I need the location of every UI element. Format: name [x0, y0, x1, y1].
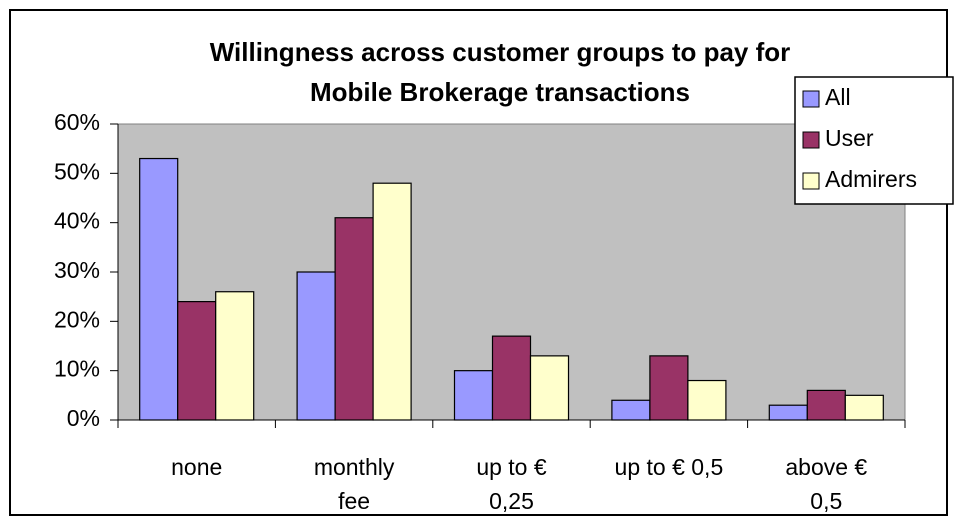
y-tick-label: 0% — [67, 405, 100, 431]
bar — [529, 355, 570, 421]
x-tick-label: above € 0,5 — [785, 454, 868, 514]
bar — [296, 271, 336, 421]
bar — [215, 291, 255, 421]
bar — [611, 399, 651, 421]
chart-title: Willingness across customer groups to pa… — [209, 37, 791, 107]
legend-label: All — [825, 84, 851, 110]
x-tick-label: up to € 0,25 — [476, 454, 547, 514]
bar — [806, 389, 846, 421]
bar — [139, 157, 179, 421]
bar — [177, 301, 217, 421]
x-tick-label: monthly fee — [313, 454, 395, 514]
legend-swatch — [802, 172, 820, 190]
bar — [334, 217, 374, 421]
y-tick-label: 50% — [54, 158, 100, 184]
y-tick-label: 60% — [54, 109, 100, 135]
y-tick-label: 40% — [54, 208, 100, 234]
legend-label: Admirers — [825, 166, 917, 192]
legend-label: User — [825, 125, 874, 151]
bar — [649, 355, 689, 421]
legend-swatch — [802, 131, 820, 149]
y-tick-label: 20% — [54, 306, 100, 332]
bar — [687, 379, 727, 421]
bar — [372, 182, 412, 421]
y-tick-label: 30% — [54, 257, 100, 283]
legend-swatch — [802, 90, 820, 108]
bar — [491, 335, 532, 421]
y-tick-label: 10% — [54, 356, 100, 382]
bar — [453, 370, 494, 421]
x-tick-label: up to € 0,5 — [614, 454, 724, 480]
bar — [844, 394, 884, 421]
legend — [794, 76, 954, 205]
x-tick-label: none — [171, 454, 223, 480]
bar — [768, 404, 808, 421]
